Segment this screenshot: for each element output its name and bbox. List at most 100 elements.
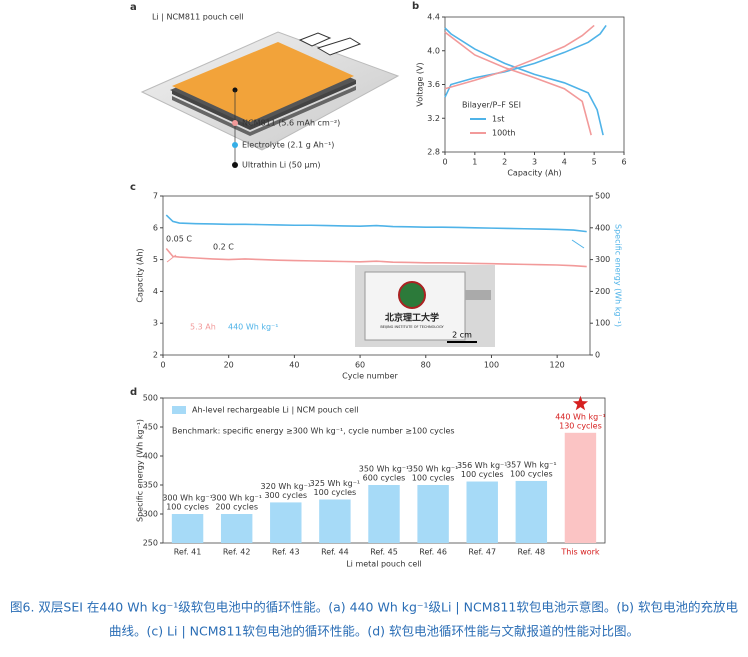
x-tick-label: 80 (421, 361, 431, 370)
cycle-label: 100 cycles (166, 503, 209, 512)
y-tick-label: 2.8 (427, 148, 440, 157)
caption: 图6. 双层SEI 在440 Wh kg⁻¹级软包电池中的循环性能。(a) 44… (10, 600, 738, 615)
caption: 曲线。(c) Li | NCM811软包电池的循环性能。(d) 软包电池循环性能… (109, 624, 639, 639)
x-tick-label: 100 (484, 361, 499, 370)
legend-label: Ah-level rechargeable Li | NCM pouch cel… (192, 406, 359, 415)
y2-tick-label: 300 (595, 255, 610, 264)
x-tick-label: 120 (550, 361, 565, 370)
schematic-label: Ultrathin Li (50 μm) (242, 161, 321, 170)
y-axis-label: Voltage (V) (416, 62, 425, 106)
y-tick-label: 500 (143, 394, 158, 403)
arrow (571, 239, 585, 249)
cycle-label: 100 cycles (461, 470, 504, 479)
cycle-label: 200 cycles (215, 503, 258, 512)
x-tick-label: 40 (289, 361, 299, 370)
y-tick-label: 4.4 (427, 13, 440, 22)
x-axis-label: Li metal pouch cell (346, 560, 422, 569)
value-label: 357 Wh kg⁻¹ (506, 460, 556, 469)
y-tick-label: 300 (143, 510, 158, 519)
curve (444, 27, 604, 136)
y-tick-label: 2 (153, 351, 158, 360)
value-label: 300 Wh kg⁻¹ (162, 494, 212, 503)
x-tick-label: 60 (355, 361, 365, 370)
star (572, 395, 589, 411)
y2-tick-label: 0 (595, 351, 600, 360)
y-tick-label: 3 (153, 319, 158, 328)
y-tick-label: 250 (143, 539, 158, 548)
x-tick-label: 0 (442, 158, 447, 167)
series-line (165, 247, 587, 268)
value-label: 320 Wh kg⁻¹ (261, 482, 311, 491)
arrow (166, 254, 177, 263)
y-tick-label: 4.0 (427, 46, 440, 55)
cycle-label: 100 cycles (314, 488, 357, 497)
annotation: 0.2 C (213, 243, 234, 252)
value-label: 325 Wh kg⁻¹ (310, 479, 360, 488)
cycle-label: 100 cycles (510, 469, 553, 478)
y2-tick-label: 100 (595, 319, 610, 328)
bar (515, 480, 548, 543)
y-tick-label: 350 (143, 481, 158, 490)
value-label: 350 Wh kg⁻¹ (408, 465, 458, 474)
bar (171, 514, 204, 543)
y-tick-label: 5 (153, 255, 158, 264)
x-tick-label: 1 (472, 158, 477, 167)
y2-axis-label: Specific energy (Wh kg⁻¹) (614, 224, 623, 327)
x-tick-label: 3 (532, 158, 537, 167)
x-tick-label: Ref. 48 (518, 548, 546, 557)
annotation: 0.05 C (166, 235, 192, 244)
y-axis-label: Specific energy (Wh kg⁻¹) (136, 419, 145, 522)
legend-label: 100th (492, 129, 515, 138)
y-tick-label: 450 (143, 423, 158, 432)
x-tick-label: 20 (224, 361, 234, 370)
bar (220, 514, 253, 543)
x-tick-label: Ref. 45 (370, 548, 398, 557)
y-tick-label: 4 (153, 287, 158, 296)
schematic-label: Electrolyte (2.1 g Ah⁻¹) (242, 141, 334, 150)
bar (564, 432, 597, 543)
legend-title: Bilayer/P–F SEI (462, 101, 521, 110)
y2-tick-label: 400 (595, 223, 610, 232)
y-tick-label: 400 (143, 452, 158, 461)
bar (270, 502, 302, 543)
x-axis-label: Capacity (Ah) (507, 169, 561, 178)
y-tick-label: 6 (153, 223, 158, 232)
value-label: 356 Wh kg⁻¹ (457, 461, 507, 470)
schematic-label: NCM811 (5.6 mAh cm⁻²) (242, 119, 340, 128)
y-axis-label: Capacity (Ah) (136, 248, 145, 302)
legend-swatch (172, 406, 186, 414)
y-tick-label: 7 (153, 192, 158, 201)
bar (466, 481, 498, 543)
x-tick-label: 2 (502, 158, 507, 167)
y2-tick-label: 200 (595, 287, 610, 296)
x-tick-label: Ref. 46 (419, 548, 447, 557)
x-tick-label: 5 (592, 158, 597, 167)
tab (465, 290, 491, 300)
panel-letter: d (130, 387, 137, 398)
bar (417, 485, 449, 543)
x-tick-label: Ref. 43 (272, 548, 300, 557)
cycle-label: 600 cycles (363, 474, 406, 483)
annotation: 440 Wh kg⁻¹ (228, 323, 278, 332)
value-label: 300 Wh kg⁻¹ (211, 494, 261, 503)
curve (444, 24, 607, 98)
x-axis-label: Cycle number (342, 372, 398, 381)
value-label: 350 Wh kg⁻¹ (359, 465, 409, 474)
x-tick-label: 6 (621, 158, 626, 167)
panel-letter: c (130, 182, 136, 193)
cycle-label: 100 cycles (412, 474, 455, 483)
x-tick-label: Ref. 47 (468, 548, 496, 557)
annotation: 5.3 Ah (190, 323, 216, 332)
curve (444, 31, 592, 136)
schematic-title: Li | NCM811 pouch cell (152, 13, 244, 22)
scale-bar-label: 2 cm (452, 331, 472, 340)
pouch-cell (140, 31, 400, 165)
bar (319, 499, 351, 543)
x-tick-label: 4 (562, 158, 567, 167)
photo-text: BEIJING INSTITUTE OF TECHNOLOGY (380, 325, 444, 329)
x-tick-label: This work (560, 548, 600, 557)
series-line (165, 214, 587, 233)
legend-dot (232, 142, 238, 148)
